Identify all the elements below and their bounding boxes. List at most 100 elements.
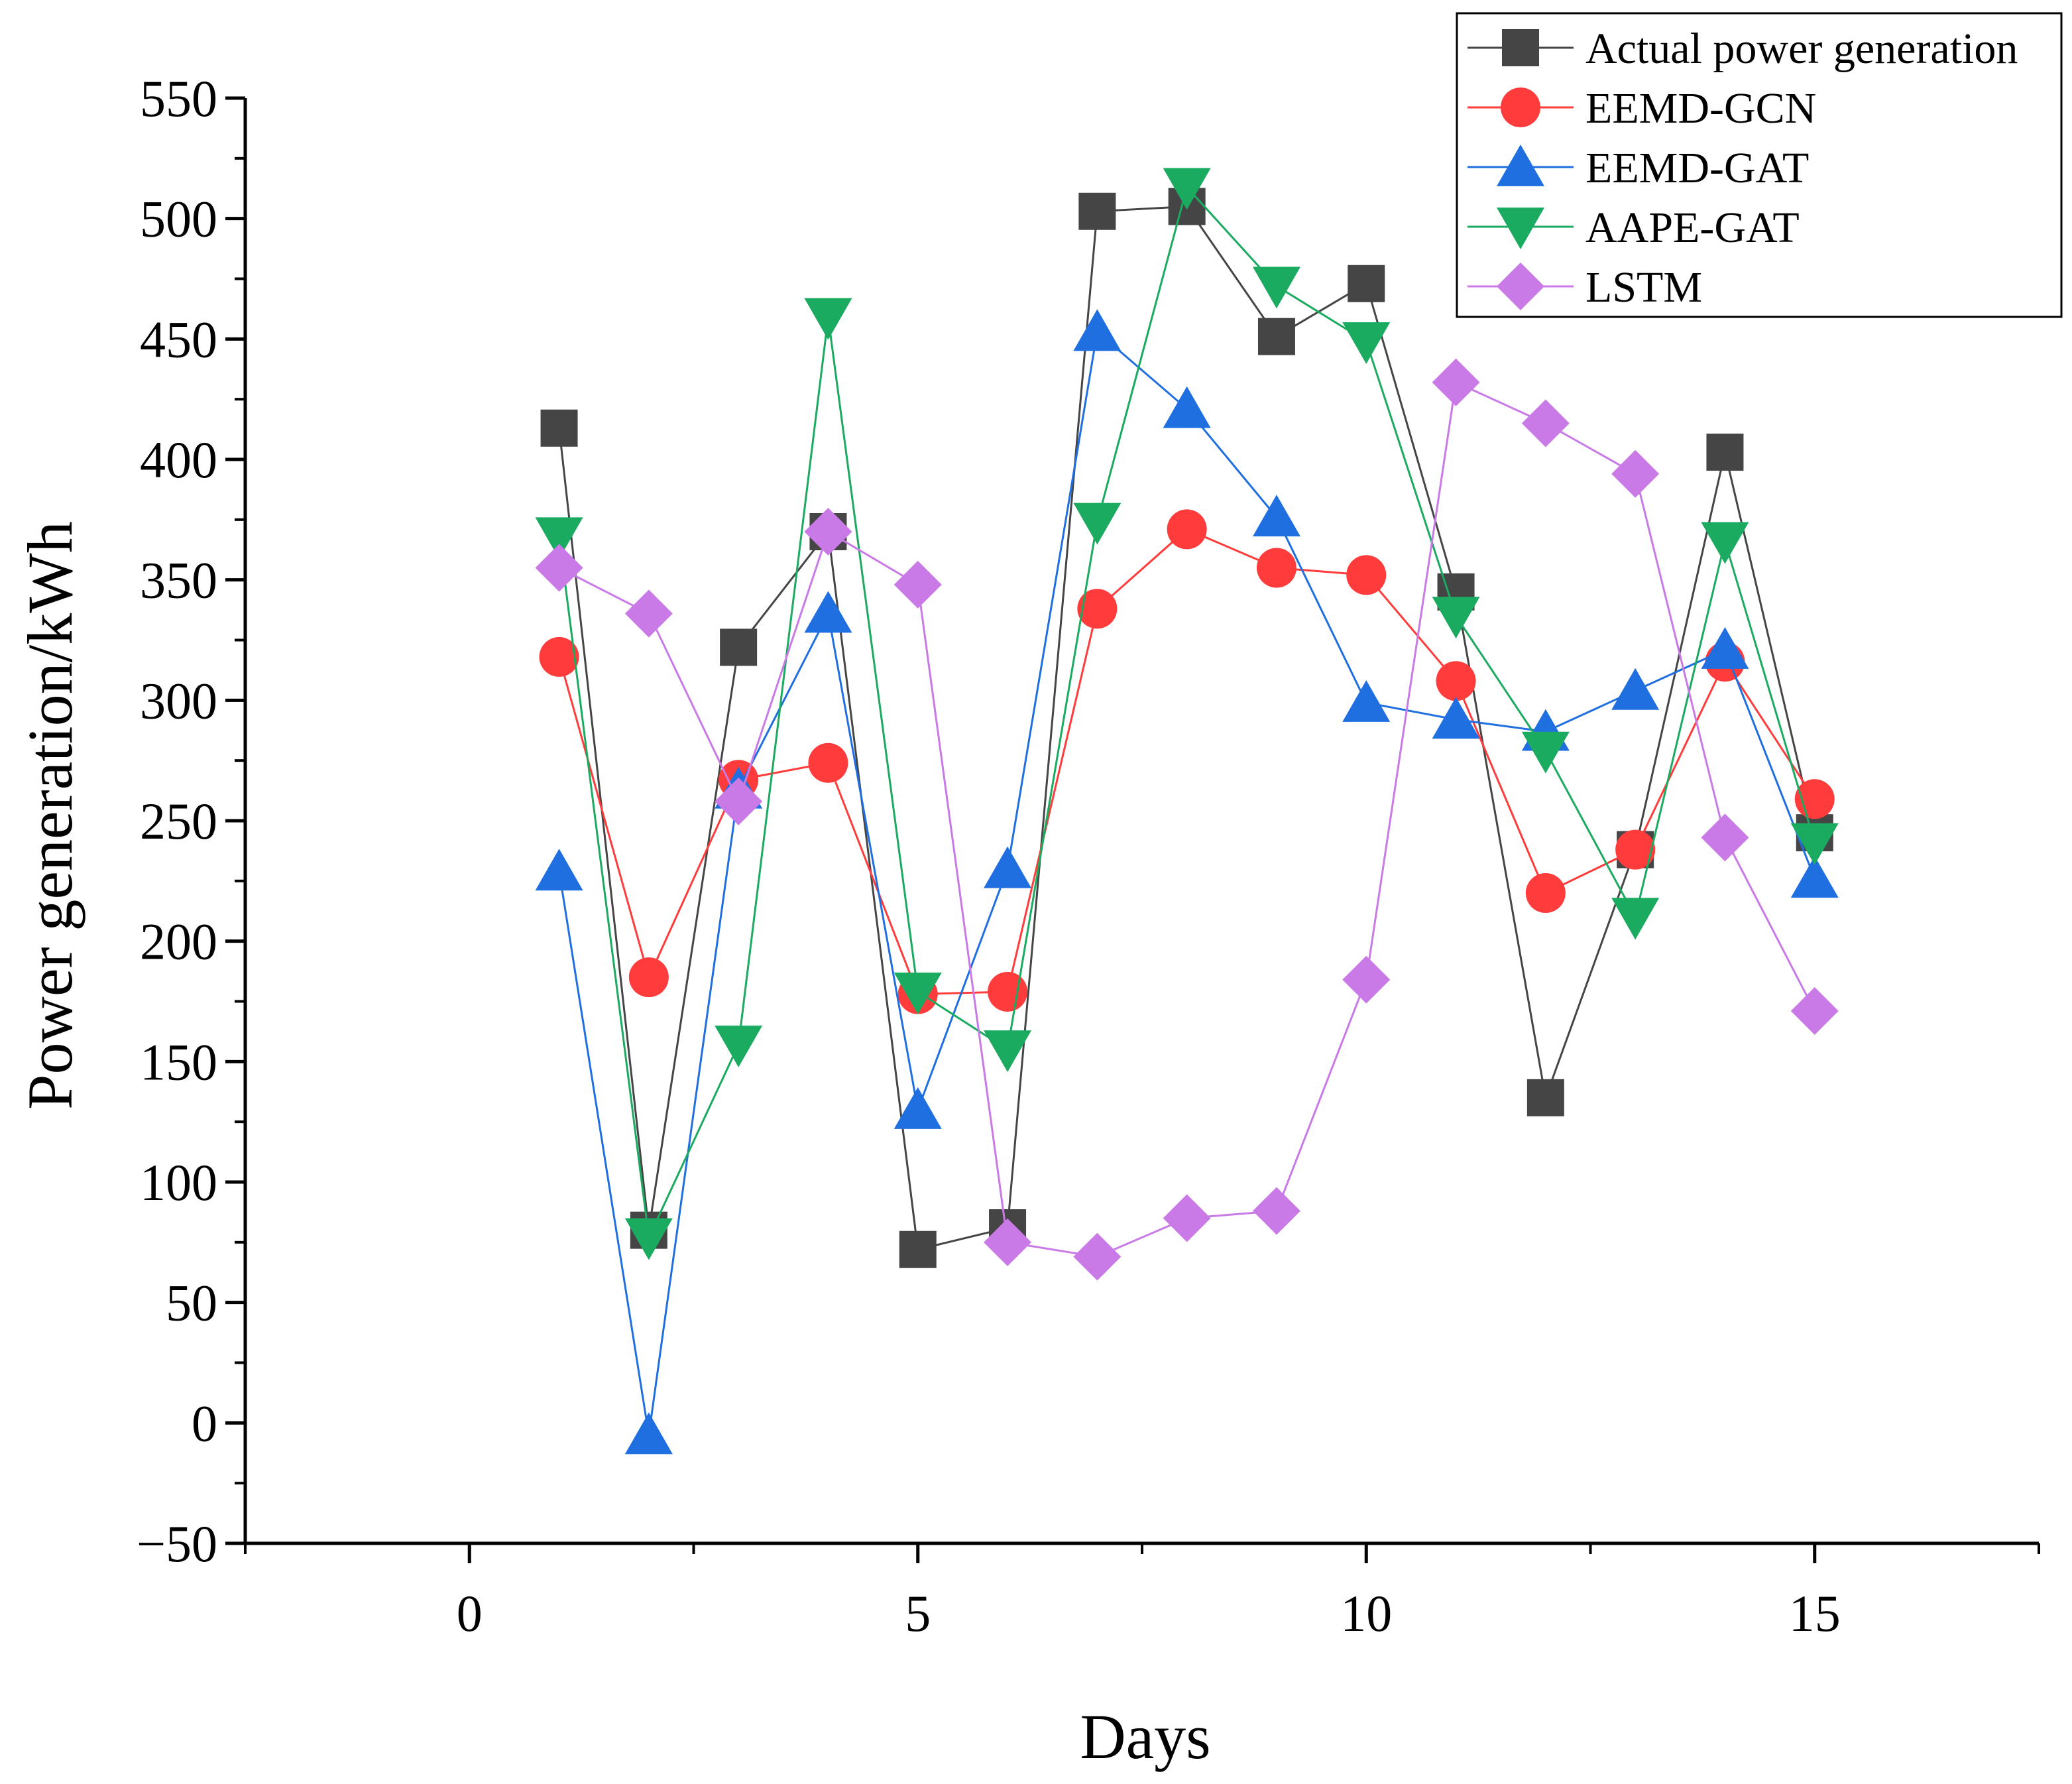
legend-box	[1456, 12, 2063, 318]
tick-labels: −50 0 50 100 150 200 250 300 350 400 450 500 550 0 5 10…	[137, 70, 1841, 1642]
data-point	[804, 298, 852, 340]
data-point	[1701, 627, 1749, 669]
data-point	[893, 560, 942, 609]
legend-item: Actual power generation	[1468, 25, 2018, 73]
legend-item: EEMD-GAT	[1468, 144, 1809, 192]
x-tick-label: 5	[905, 1584, 931, 1642]
data-point	[1701, 522, 1749, 564]
series-line	[558, 528, 1816, 996]
y-tick-label: 300	[140, 672, 217, 729]
y-tick-label: 500	[140, 190, 217, 248]
legend-marker	[1497, 208, 1544, 249]
series-layer	[535, 168, 1839, 1455]
data-point	[1346, 555, 1387, 595]
data-point	[1521, 399, 1570, 447]
x-tick-label: 10	[1340, 1584, 1392, 1642]
series-actual-power-generation	[540, 188, 1833, 1268]
data-point	[1257, 318, 1295, 355]
data-point	[1432, 697, 1480, 739]
legend-marker	[1497, 145, 1544, 186]
data-point	[1342, 322, 1391, 364]
legend-item: EEMD-GCN	[1468, 84, 1816, 133]
data-point	[1167, 509, 1207, 550]
y-tick-label: 200	[140, 913, 217, 971]
data-point	[804, 508, 852, 556]
y-tick-label: 50	[166, 1274, 217, 1332]
series-line	[558, 329, 1816, 1435]
data-point	[1342, 955, 1391, 1004]
data-point	[535, 849, 583, 891]
series-line	[558, 185, 1816, 1241]
series-lstm	[535, 358, 1839, 1281]
data-point	[715, 777, 763, 825]
data-point	[715, 1026, 763, 1067]
data-point	[535, 517, 583, 560]
data-point	[1163, 1194, 1211, 1242]
data-point	[1611, 449, 1660, 498]
series-aape-gat	[535, 168, 1839, 1260]
data-point	[1436, 661, 1476, 701]
data-point	[1073, 503, 1122, 545]
data-point	[1432, 358, 1480, 406]
data-point	[1342, 680, 1391, 722]
data-point	[1348, 265, 1385, 302]
data-point	[1163, 168, 1211, 210]
data-point	[1790, 856, 1839, 898]
y-tick-label: 150	[140, 1033, 217, 1091]
data-point	[1432, 597, 1480, 639]
data-point	[1790, 823, 1839, 865]
data-point	[720, 628, 758, 666]
data-point	[1252, 267, 1300, 309]
data-point	[1526, 1079, 1564, 1116]
data-point	[624, 1218, 673, 1260]
data-point	[1521, 731, 1570, 774]
data-point	[893, 973, 942, 1014]
series-eemd-gcn	[539, 509, 1835, 1014]
data-point	[1701, 813, 1749, 862]
x-axis-title: Days	[1080, 1701, 1210, 1772]
data-point	[988, 971, 1028, 1012]
data-point	[984, 846, 1032, 888]
legend-marker	[1497, 263, 1544, 310]
data-point	[540, 409, 578, 447]
data-point	[804, 591, 852, 633]
data-point	[535, 544, 583, 592]
legend-label: EEMD-GCN	[1585, 84, 1816, 133]
data-point	[624, 589, 673, 638]
data-point	[1073, 1232, 1122, 1281]
y-tick-label: 400	[140, 431, 217, 489]
data-point	[1078, 192, 1116, 230]
legend-item: LSTM	[1468, 263, 1702, 312]
y-tick-label: 100	[140, 1154, 217, 1211]
data-point	[899, 1230, 937, 1268]
y-tick-label: 550	[140, 70, 217, 127]
data-point	[1252, 1187, 1300, 1235]
data-point	[1790, 987, 1839, 1036]
data-point	[1611, 668, 1660, 710]
series-line	[558, 205, 1816, 1251]
data-point	[1706, 434, 1744, 471]
legend-label: AAPE-GAT	[1585, 204, 1800, 252]
y-tick-label: 450	[140, 310, 217, 368]
legend-marker	[1502, 29, 1539, 66]
axes	[225, 96, 2040, 1563]
legend-marker	[1501, 88, 1540, 127]
data-point	[624, 1412, 673, 1455]
legend: Actual power generation EEMD-GCN EEMD-GAT A…	[1456, 12, 2063, 318]
data-point	[1615, 829, 1656, 870]
data-point	[1077, 589, 1118, 629]
data-point	[808, 743, 848, 783]
data-point	[628, 957, 669, 998]
data-point	[984, 1218, 1032, 1266]
y-axis-title: Power generation/kWh	[15, 521, 86, 1110]
legend-label: EEMD-GAT	[1585, 144, 1809, 192]
x-tick-label: 15	[1789, 1584, 1841, 1642]
legend-item: AAPE-GAT	[1468, 204, 1800, 252]
data-point	[893, 1087, 942, 1129]
data-point	[1163, 386, 1211, 428]
data-point	[1252, 495, 1300, 537]
legend-label: Actual power generation	[1585, 25, 2018, 73]
data-point	[1611, 898, 1660, 940]
data-point	[1525, 873, 1566, 913]
